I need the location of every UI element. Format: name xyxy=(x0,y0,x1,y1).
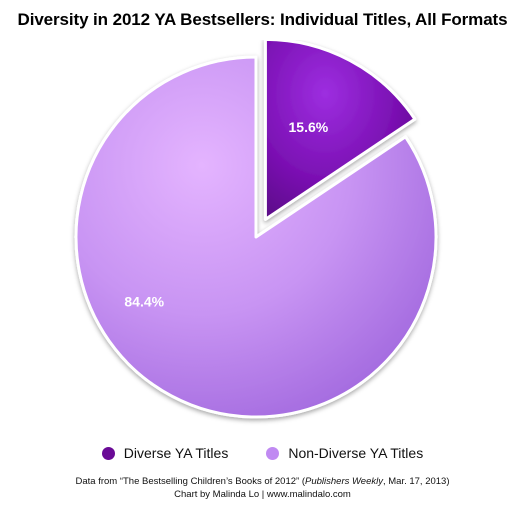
legend-label-non-diverse: Non-Diverse YA Titles xyxy=(288,445,424,461)
source-prefix: Data from “The Bestselling Children’s Bo… xyxy=(75,476,305,487)
chart-title: Diversity in 2012 YA Bestsellers: Indivi… xyxy=(17,10,508,29)
pie-slice-diverse xyxy=(263,40,417,221)
legend-swatch-diverse xyxy=(101,446,115,460)
legend: Diverse YA Titles Non-Diverse YA Titles xyxy=(0,445,525,461)
pie-chart: 84.4% 15.6% xyxy=(74,40,438,419)
source-publication: Publishers Weekly xyxy=(305,476,383,487)
source-suffix: , Mar. 17, 2013) xyxy=(382,476,450,487)
legend-item-diverse: Diverse YA Titles xyxy=(101,445,229,461)
source-note: Data from “The Bestselling Children’s Bo… xyxy=(0,475,525,501)
pie-label-diverse: 15.6% xyxy=(289,119,329,135)
source-line-1: Data from “The Bestselling Children’s Bo… xyxy=(0,475,525,488)
pie-slice-non-diverse xyxy=(74,55,438,419)
legend-label-diverse: Diverse YA Titles xyxy=(123,445,229,461)
legend-item-non-diverse: Non-Diverse YA Titles xyxy=(266,445,423,461)
pie-label-non-diverse: 84.4% xyxy=(124,293,164,309)
legend-swatch-non-diverse xyxy=(266,446,280,460)
source-line-2: Chart by Malinda Lo | www.malindalo.com xyxy=(174,489,351,500)
